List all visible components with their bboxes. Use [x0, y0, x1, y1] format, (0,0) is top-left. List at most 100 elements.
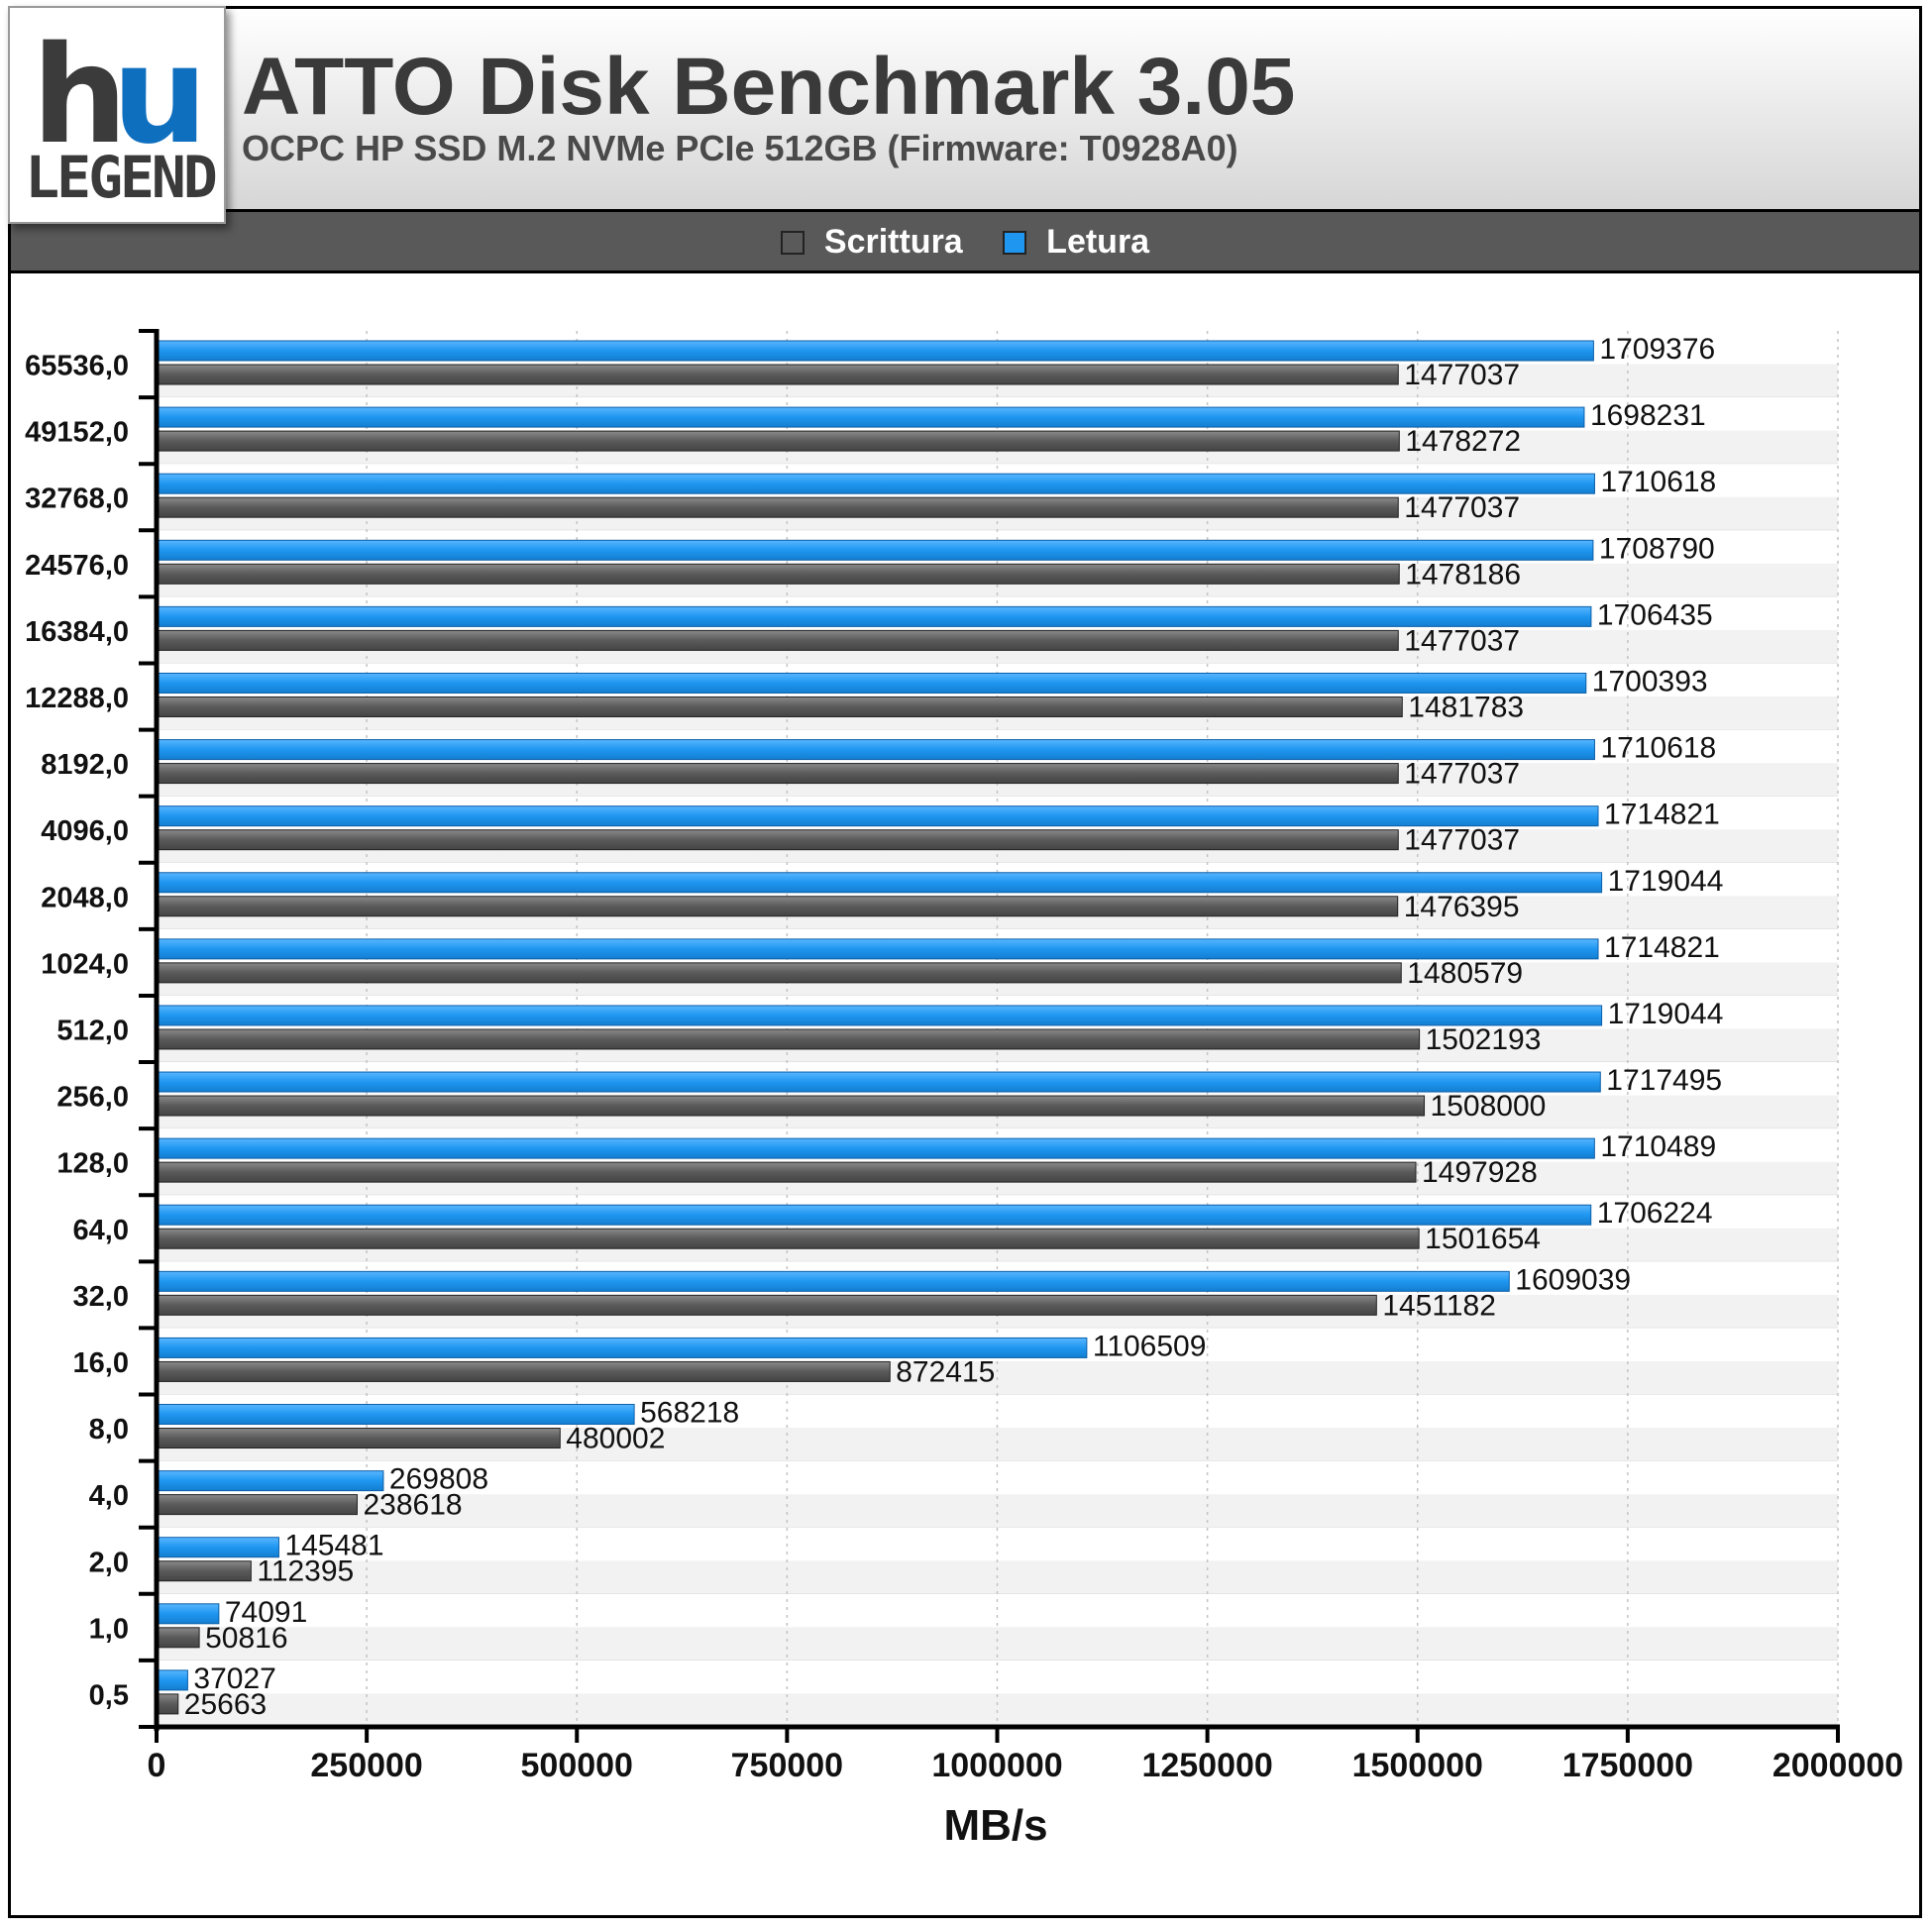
data-label-letura: 37027 [193, 1662, 275, 1695]
data-label-letura: 1710618 [1600, 466, 1716, 498]
x-tick-label: 500000 [521, 1747, 633, 1784]
legend-item-scrittura: Scrittura [780, 223, 963, 261]
data-label-letura: 1714821 [1604, 799, 1720, 831]
legend-label-letura: Letura [1046, 223, 1150, 261]
bar-letura [156, 340, 1594, 362]
data-label-letura: 1719044 [1608, 865, 1724, 898]
y-tick-label: 49152,0 [25, 417, 129, 449]
data-label-letura: 1717495 [1606, 1064, 1722, 1097]
bar-letura [156, 1669, 188, 1691]
data-label-letura: 145481 [284, 1530, 383, 1562]
bar-scrittura [156, 896, 1399, 917]
bar-scrittura [156, 364, 1399, 385]
data-label-scrittura: 1476395 [1404, 891, 1520, 923]
data-label-scrittura: 238618 [363, 1489, 462, 1522]
bar-scrittura [156, 1428, 561, 1449]
bar-letura [156, 1603, 220, 1625]
brand-logo: hu LEGEND [8, 6, 226, 224]
data-labels: 1709376 1477037 1698231 1478272 1710618 14770… [184, 333, 1724, 1721]
x-tick-label: 750000 [731, 1747, 843, 1784]
y-tick-label: 65536,0 [25, 351, 129, 382]
bar-scrittura [156, 1028, 1421, 1050]
y-tick-label: 256,0 [56, 1082, 129, 1114]
y-tick-label: 16,0 [73, 1347, 129, 1379]
data-label-scrittura: 1478272 [1405, 425, 1521, 458]
bar-letura [156, 1137, 1595, 1159]
bar-letura [156, 406, 1585, 428]
row-band-top [157, 1593, 1838, 1628]
data-label-scrittura: 1477037 [1404, 359, 1520, 391]
y-tick-label: 24576,0 [25, 550, 129, 582]
data-label-scrittura: 1477037 [1404, 824, 1520, 857]
chart-title: ATTO Disk Benchmark 3.05 [242, 42, 1296, 132]
x-tick-label: 1000000 [931, 1747, 1062, 1784]
data-label-scrittura: 1508000 [1431, 1090, 1547, 1123]
y-tick-label: 8192,0 [41, 749, 129, 781]
bar-letura [156, 1404, 635, 1426]
data-label-letura: 1710489 [1600, 1130, 1716, 1163]
legend-label-scrittura: Scrittura [823, 223, 963, 261]
data-label-scrittura: 112395 [257, 1555, 354, 1588]
data-label-letura: 74091 [225, 1596, 307, 1629]
bar-letura [156, 872, 1603, 894]
data-label-scrittura: 480002 [566, 1423, 665, 1455]
bar-scrittura [156, 763, 1399, 785]
bar-scrittura [156, 629, 1399, 651]
data-label-letura: 269808 [389, 1463, 488, 1496]
data-label-scrittura: 1481783 [1408, 691, 1524, 723]
bar-letura [156, 1470, 384, 1492]
data-label-scrittura: 1480579 [1407, 957, 1523, 990]
x-tick-label: 2000000 [1772, 1747, 1903, 1784]
data-label-letura: 1106509 [1093, 1330, 1207, 1362]
bar-scrittura [156, 1693, 179, 1715]
data-label-scrittura: 1477037 [1404, 624, 1520, 657]
data-label-letura: 568218 [640, 1397, 739, 1430]
bar-letura [156, 938, 1599, 960]
bar-scrittura [156, 1627, 200, 1649]
bar-scrittura [156, 1228, 1420, 1249]
x-tick-label: 0 [148, 1747, 166, 1784]
bar-scrittura [156, 496, 1399, 518]
data-label-letura: 1706224 [1597, 1197, 1713, 1230]
data-label-letura: 1609039 [1515, 1263, 1631, 1296]
data-label-scrittura: 1477037 [1404, 491, 1520, 524]
data-label-scrittura: 1451182 [1382, 1289, 1496, 1322]
data-label-scrittura: 1502193 [1426, 1023, 1542, 1056]
y-tick-label: 64,0 [73, 1215, 129, 1246]
x-tick-label: 1750000 [1562, 1747, 1693, 1784]
y-tick-label: 2,0 [89, 1547, 129, 1578]
x-tick-label: 1500000 [1352, 1747, 1483, 1784]
y-tick-label: 16384,0 [25, 616, 129, 648]
data-label-letura: 1709376 [1599, 333, 1715, 366]
bar-letura [156, 805, 1599, 827]
x-tick-label: 250000 [310, 1747, 422, 1784]
y-tick-label: 32768,0 [25, 483, 129, 515]
data-label-scrittura: 25663 [184, 1688, 267, 1721]
data-label-scrittura: 1497928 [1422, 1156, 1538, 1189]
bar-letura [156, 1204, 1592, 1226]
bar-letura [156, 739, 1595, 761]
bar-letura [156, 1005, 1603, 1026]
y-tick-label: 128,0 [56, 1148, 129, 1180]
bar-letura [156, 473, 1595, 494]
x-tick-label: 1250000 [1141, 1747, 1272, 1784]
bar-scrittura [156, 563, 1400, 585]
bars [156, 340, 1603, 1715]
bar-scrittura [156, 1360, 891, 1382]
data-label-scrittura: 1478186 [1405, 558, 1521, 590]
bar-scrittura [156, 696, 1403, 717]
bar-letura [156, 672, 1587, 694]
data-label-scrittura: 1501654 [1425, 1223, 1541, 1255]
data-label-letura: 1719044 [1608, 998, 1724, 1030]
chart-subtitle: OCPC HP SSD M.2 NVMe PCIe 512GB (Firmwar… [242, 128, 1238, 168]
y-tick-label: 12288,0 [25, 683, 129, 714]
bar-letura [156, 1071, 1601, 1093]
y-tick-label: 512,0 [56, 1016, 129, 1047]
bar-scrittura [156, 829, 1399, 851]
logo-mark-icon: hu [32, 18, 208, 174]
bar-scrittura [156, 1161, 1417, 1183]
legend-item-letura: Letura [1003, 224, 1149, 260]
bar-letura [156, 1337, 1088, 1358]
y-tick-label: 4096,0 [41, 815, 129, 847]
bar-scrittura [156, 1560, 252, 1582]
